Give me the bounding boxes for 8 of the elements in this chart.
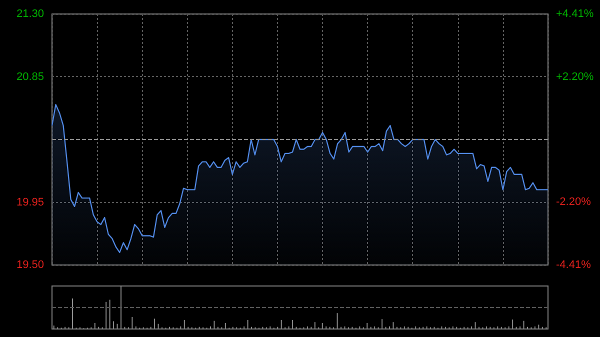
y-tick-label: 20.85 xyxy=(16,70,44,83)
y2-tick-label: +4.41% xyxy=(556,8,594,20)
y-tick-label: 19.50 xyxy=(16,259,44,271)
y-tick-label: 21.30 xyxy=(16,8,44,20)
y2-tick-label: +2.20% xyxy=(556,70,594,83)
y2-tick-label: -2.20% xyxy=(556,196,592,208)
y2-tick-label: -4.41% xyxy=(556,259,592,271)
y-tick-label: 19.95 xyxy=(16,196,44,208)
